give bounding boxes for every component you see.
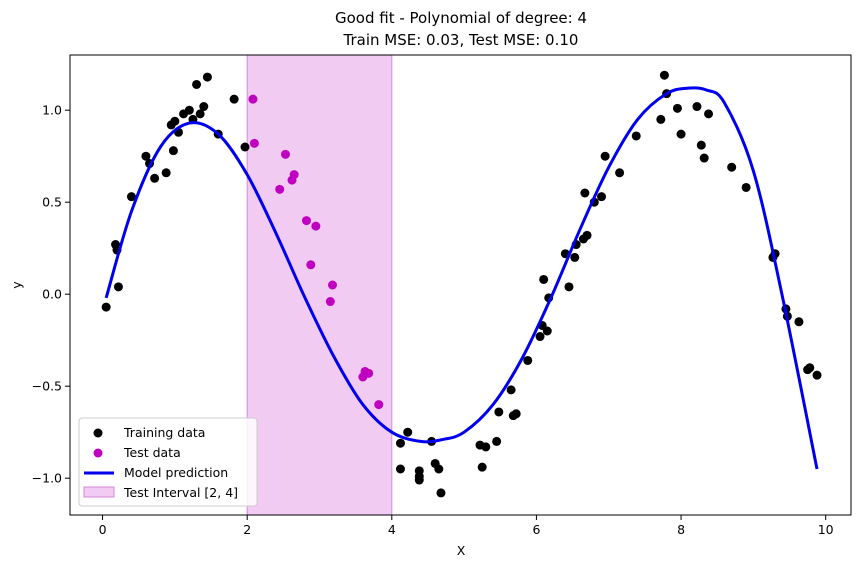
test-point bbox=[301, 216, 311, 226]
training-point bbox=[395, 438, 405, 448]
training-point bbox=[184, 105, 194, 115]
legend-box bbox=[78, 417, 258, 507]
training-point bbox=[168, 146, 178, 156]
training-point bbox=[656, 114, 666, 124]
chart-title: Good fit - Polynomial of degree: 4 bbox=[335, 9, 587, 27]
training-point bbox=[126, 192, 136, 202]
training-point bbox=[395, 464, 405, 474]
training-point bbox=[494, 407, 504, 417]
axes: 0 2 4 6 8 10 −1.0 −0.5 0.0 0.5 1.0 bbox=[32, 103, 834, 537]
training-point bbox=[539, 274, 549, 284]
training-point bbox=[794, 317, 804, 327]
training-point bbox=[600, 151, 610, 161]
x-tick-label: 2 bbox=[243, 522, 251, 537]
training-point bbox=[113, 282, 123, 292]
training-point bbox=[727, 162, 737, 172]
y-tick-label: −1.0 bbox=[32, 471, 62, 486]
y-tick-label: 0.5 bbox=[42, 195, 62, 210]
legend-marker-training bbox=[93, 428, 103, 438]
training-point bbox=[542, 326, 552, 336]
training-point bbox=[631, 131, 641, 141]
test-point bbox=[306, 260, 316, 270]
training-point bbox=[597, 192, 607, 202]
x-tick-label: 4 bbox=[388, 522, 396, 537]
training-point bbox=[141, 151, 151, 161]
training-point bbox=[805, 363, 815, 373]
training-point bbox=[564, 282, 574, 292]
training-point bbox=[511, 409, 521, 419]
training-point bbox=[580, 188, 590, 198]
plot-frame bbox=[69, 54, 852, 516]
training-point bbox=[192, 79, 202, 89]
training-point bbox=[741, 182, 751, 192]
test-point bbox=[275, 184, 285, 194]
training-point bbox=[535, 332, 545, 342]
training-point bbox=[161, 168, 171, 178]
x-axis-label: X bbox=[457, 543, 466, 558]
training-point bbox=[414, 471, 424, 481]
training-point bbox=[506, 385, 516, 395]
training-point bbox=[570, 252, 580, 262]
training-point bbox=[492, 436, 502, 446]
test-point bbox=[280, 149, 290, 159]
legend-marker-test bbox=[93, 448, 103, 458]
training-point bbox=[436, 488, 446, 498]
training-point bbox=[202, 72, 212, 82]
training-point bbox=[229, 94, 239, 104]
legend-label-test: Test data bbox=[123, 445, 181, 460]
legend-label-interval: Test Interval [2, 4] bbox=[123, 485, 238, 500]
test-point bbox=[328, 280, 338, 290]
chart-subtitle: Train MSE: 0.03, Test MSE: 0.10 bbox=[343, 31, 579, 49]
training-point bbox=[240, 142, 250, 152]
training-point bbox=[195, 109, 205, 119]
training-point bbox=[812, 370, 822, 380]
training-point bbox=[403, 427, 413, 437]
training-point bbox=[659, 70, 669, 80]
legend-label-training: Training data bbox=[123, 425, 205, 440]
test-point bbox=[289, 170, 299, 180]
training-point bbox=[696, 140, 706, 150]
legend: Training data Test data Model prediction… bbox=[78, 417, 258, 507]
training-point bbox=[481, 442, 491, 452]
test-point bbox=[325, 297, 335, 307]
test-point bbox=[311, 221, 321, 231]
x-tick-label: 6 bbox=[532, 522, 540, 537]
plot-area bbox=[101, 54, 822, 516]
training-point bbox=[699, 153, 709, 163]
legend-marker-interval bbox=[83, 486, 115, 498]
training-point bbox=[434, 464, 444, 474]
training-point bbox=[615, 168, 625, 178]
test-point bbox=[374, 400, 384, 410]
x-tick-label: 10 bbox=[818, 522, 834, 537]
legend-label-model: Model prediction bbox=[124, 465, 228, 480]
training-point bbox=[170, 116, 180, 126]
training-point bbox=[582, 230, 592, 240]
training-point bbox=[692, 102, 702, 112]
x-tick-label: 0 bbox=[99, 522, 107, 537]
test-point bbox=[248, 94, 258, 104]
training-point bbox=[150, 173, 160, 183]
training-point bbox=[523, 355, 533, 365]
training-point bbox=[704, 109, 714, 119]
y-tick-label: −0.5 bbox=[32, 379, 62, 394]
y-tick-label: 1.0 bbox=[42, 103, 62, 118]
series-1 bbox=[248, 94, 384, 410]
test-point bbox=[364, 368, 374, 378]
test-point bbox=[249, 138, 259, 148]
y-axis-label: y bbox=[9, 281, 24, 289]
y-tick-label: 0.0 bbox=[42, 287, 62, 302]
test-interval-region bbox=[246, 54, 393, 516]
training-point bbox=[199, 102, 209, 112]
training-point bbox=[101, 302, 111, 312]
model-prediction-line bbox=[104, 86, 819, 470]
training-point bbox=[676, 129, 686, 139]
x-tick-label: 8 bbox=[677, 522, 685, 537]
training-point bbox=[672, 103, 682, 113]
training-point bbox=[477, 462, 487, 472]
